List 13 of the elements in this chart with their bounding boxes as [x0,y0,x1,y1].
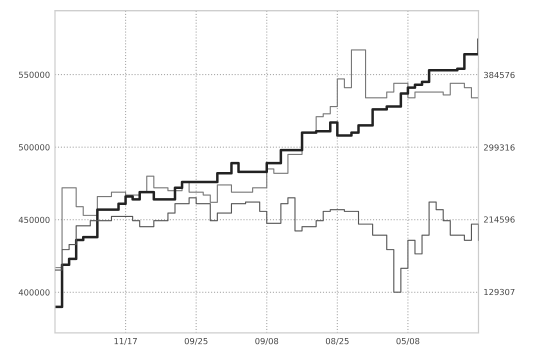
y2-tick-label: 129307 [484,288,514,296]
x-tick-label: 08/25 [326,338,349,345]
x-tick-label: 11/17 [114,338,137,345]
x-tick-label: 09/08 [255,338,278,345]
y-tick-label: 500000 [18,144,50,150]
y2-tick-label: 214596 [484,216,515,223]
y2-tick-label: 299316 [484,144,515,151]
x-tick-label: 05/08 [396,338,420,345]
y-tick-label: 400000 [18,289,50,296]
x-tick-label: 09/25 [184,338,208,345]
y-tick-label: 450000 [18,216,50,224]
y-tick-label: 550000 [18,72,50,78]
y2-tick-label: 384576 [484,72,515,78]
